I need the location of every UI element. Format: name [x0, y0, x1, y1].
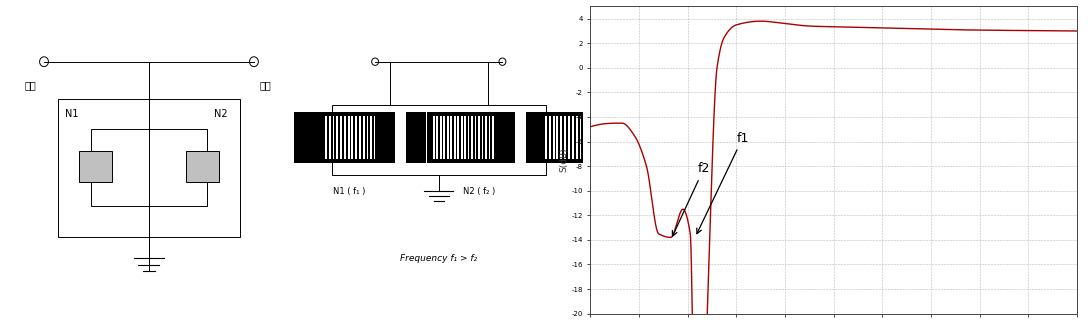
Bar [333, 116, 334, 159]
Text: Frequency f₁ > f₂: Frequency f₁ > f₂ [400, 254, 478, 263]
Bar [568, 116, 570, 159]
Bar [375, 112, 395, 163]
Bar [428, 112, 499, 163]
Y-axis label: S(dB): S(dB) [559, 148, 569, 172]
Bar [526, 112, 583, 163]
Text: f2: f2 [672, 162, 709, 236]
Bar [465, 116, 466, 159]
Bar [436, 116, 438, 159]
Text: 출력: 출력 [259, 80, 271, 90]
Bar [433, 116, 435, 159]
Bar [329, 116, 331, 159]
Bar [478, 116, 480, 159]
Bar [454, 116, 456, 159]
Bar [440, 116, 442, 159]
Text: N2: N2 [214, 109, 227, 119]
Bar [457, 116, 459, 159]
Bar [553, 116, 555, 159]
Text: 입력: 입력 [24, 80, 36, 90]
Bar [362, 116, 364, 159]
Bar [565, 116, 566, 159]
Bar [542, 112, 585, 163]
Bar [450, 116, 453, 159]
Bar [359, 116, 361, 159]
Bar [78, 151, 112, 181]
Bar [332, 105, 546, 175]
Bar [576, 116, 578, 159]
Bar [341, 116, 342, 159]
Bar [294, 112, 320, 163]
Bar [545, 116, 547, 159]
Text: N1: N1 [65, 109, 78, 119]
Bar [370, 116, 372, 159]
Bar [348, 116, 349, 159]
Bar [406, 112, 425, 163]
Bar [367, 116, 369, 159]
Text: N2 ( f₂ ): N2 ( f₂ ) [463, 187, 495, 196]
Bar [374, 116, 376, 159]
Text: f1: f1 [696, 132, 749, 234]
Bar [492, 116, 494, 159]
Bar [572, 116, 573, 159]
Bar [548, 116, 551, 159]
Bar [489, 116, 491, 159]
Bar [496, 112, 516, 163]
Bar [560, 116, 562, 159]
Bar [320, 112, 381, 163]
Bar [344, 116, 346, 159]
Bar [336, 116, 338, 159]
Bar [461, 116, 462, 159]
Bar [444, 116, 445, 159]
Bar [482, 116, 483, 159]
Bar [580, 116, 581, 159]
Bar [447, 116, 448, 159]
Bar [58, 99, 240, 237]
Bar [485, 116, 486, 159]
Bar [325, 116, 326, 159]
Bar [356, 116, 357, 159]
Bar [474, 116, 477, 159]
Text: N1 ( f₁ ): N1 ( f₁ ) [333, 187, 366, 196]
Bar [471, 116, 473, 159]
Bar [468, 116, 469, 159]
Bar [91, 129, 207, 206]
Bar [556, 116, 558, 159]
Bar [351, 116, 354, 159]
Bar [186, 151, 220, 181]
